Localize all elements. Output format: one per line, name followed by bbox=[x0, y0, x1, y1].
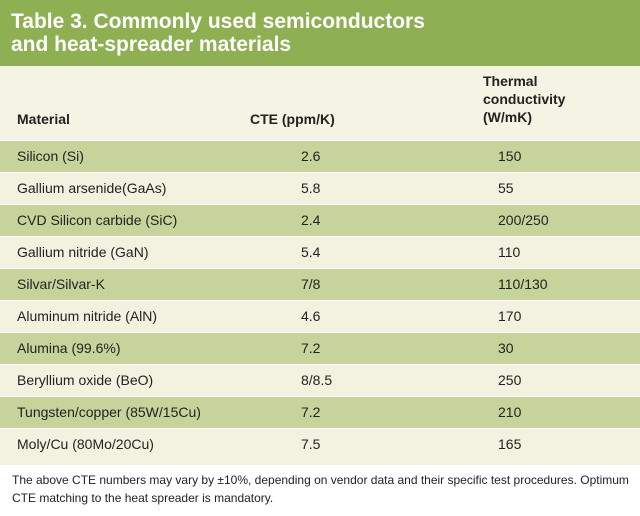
header-thermal-conductivity: Thermal conductivity (W/mK) bbox=[483, 72, 565, 126]
cell-thermal: 250 bbox=[498, 372, 522, 388]
cell-cte: 7.2 bbox=[301, 340, 321, 356]
footnote-text: The above CTE numbers may vary by ±10%, … bbox=[12, 473, 629, 505]
table-title-bar: Table 3. Commonly used semiconductors an… bbox=[0, 0, 640, 66]
cell-material: CVD Silicon carbide (SiC) bbox=[17, 212, 178, 228]
table-row: Beryllium oxide (BeO) 8/8.5 250 bbox=[0, 364, 640, 396]
header-material: Material bbox=[17, 111, 70, 127]
table-row: Silvar/Silvar-K 7/8 110/130 bbox=[0, 268, 640, 300]
table-row: Gallium arsenide(GaAs) 5.8 55 bbox=[0, 172, 640, 204]
cell-material: Alumina (99.6%) bbox=[17, 340, 121, 356]
cell-cte: 5.4 bbox=[301, 244, 321, 260]
cell-thermal: 150 bbox=[498, 148, 522, 164]
header-cte: CTE (ppm/K) bbox=[250, 111, 335, 127]
cell-cte: 5.8 bbox=[301, 180, 321, 196]
cell-material: Gallium nitride (GaN) bbox=[17, 244, 149, 260]
cell-thermal: 55 bbox=[498, 180, 514, 196]
cell-thermal: 200/250 bbox=[498, 212, 549, 228]
cell-thermal: 165 bbox=[498, 436, 522, 452]
table-row: Silicon (Si) 2.6 150 bbox=[0, 140, 640, 172]
table-row: Tungsten/copper (85W/15Cu) 7.2 210 bbox=[0, 396, 640, 428]
cell-cte: 7.5 bbox=[301, 436, 321, 452]
table-row: CVD Silicon carbide (SiC) 2.4 200/250 bbox=[0, 204, 640, 236]
materials-table: Material CTE (ppm/K) Thermal conductivit… bbox=[0, 66, 640, 465]
cell-thermal: 30 bbox=[498, 340, 514, 356]
cell-material: Aluminum nitride (AlN) bbox=[17, 308, 158, 324]
header-thermal-line-2: conductivity bbox=[483, 91, 566, 107]
cell-cte: 2.6 bbox=[301, 148, 321, 164]
cell-cte: 7.2 bbox=[301, 404, 321, 420]
cell-thermal: 110/130 bbox=[498, 276, 548, 292]
table-row: Gallium nitride (GaN) 5.4 110 bbox=[0, 236, 640, 268]
cell-cte: 2.4 bbox=[301, 212, 321, 228]
cell-material: Silvar/Silvar-K bbox=[17, 276, 105, 292]
cell-material: Silicon (Si) bbox=[17, 148, 84, 164]
cell-thermal: 170 bbox=[498, 308, 522, 324]
header-thermal-line-3: (W/mK) bbox=[483, 109, 532, 125]
cell-cte: 7/8 bbox=[301, 276, 321, 292]
cell-cte: 4.6 bbox=[301, 308, 321, 324]
cell-material: Tungsten/copper (85W/15Cu) bbox=[17, 404, 201, 420]
table-row: Aluminum nitride (AlN) 4.6 170 bbox=[0, 300, 640, 332]
cell-material: Beryllium oxide (BeO) bbox=[17, 372, 154, 388]
table-header: Material CTE (ppm/K) Thermal conductivit… bbox=[0, 66, 640, 140]
cell-cte: 8/8.5 bbox=[301, 372, 333, 388]
cell-material: Gallium arsenide(GaAs) bbox=[17, 180, 167, 196]
table-footnote: The above CTE numbers may vary by ±10%, … bbox=[0, 465, 640, 516]
table-row: Alumina (99.6%) 7.2 30 bbox=[0, 332, 640, 364]
table-row: Moly/Cu (80Mo/20Cu) 7.5 165 bbox=[0, 428, 640, 460]
cell-thermal: 110 bbox=[498, 244, 521, 260]
table-title-line-2: and heat-spreader materials bbox=[11, 33, 292, 56]
table-title-line-1: Table 3. Commonly used semiconductors bbox=[11, 10, 425, 33]
cell-material: Moly/Cu (80Mo/20Cu) bbox=[17, 436, 154, 452]
cell-thermal: 210 bbox=[498, 404, 522, 420]
header-thermal-line-1: Thermal bbox=[483, 73, 538, 89]
